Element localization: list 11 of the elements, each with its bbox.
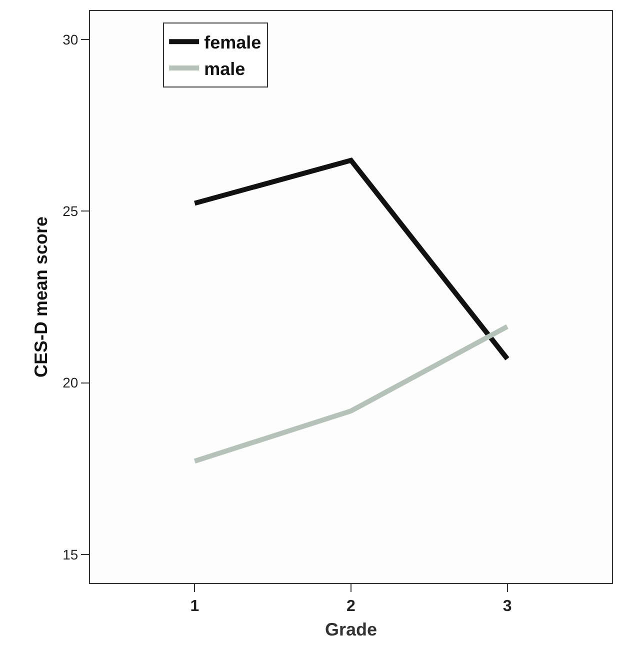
y-tick-label: 30 <box>62 31 78 48</box>
x-tick-label: 1 <box>190 598 200 616</box>
y-tick-label: 25 <box>62 203 78 220</box>
y-tick-label: 20 <box>62 374 78 391</box>
legend-label: female <box>204 32 262 53</box>
x-tick-label: 2 <box>346 598 356 616</box>
y-axis-title: CES-D mean score <box>30 216 51 378</box>
x-axis-title: Grade <box>324 619 378 640</box>
x-tick-label: 3 <box>502 598 512 616</box>
legend-label: male <box>204 59 246 80</box>
y-tick-label: 15 <box>62 546 78 562</box>
